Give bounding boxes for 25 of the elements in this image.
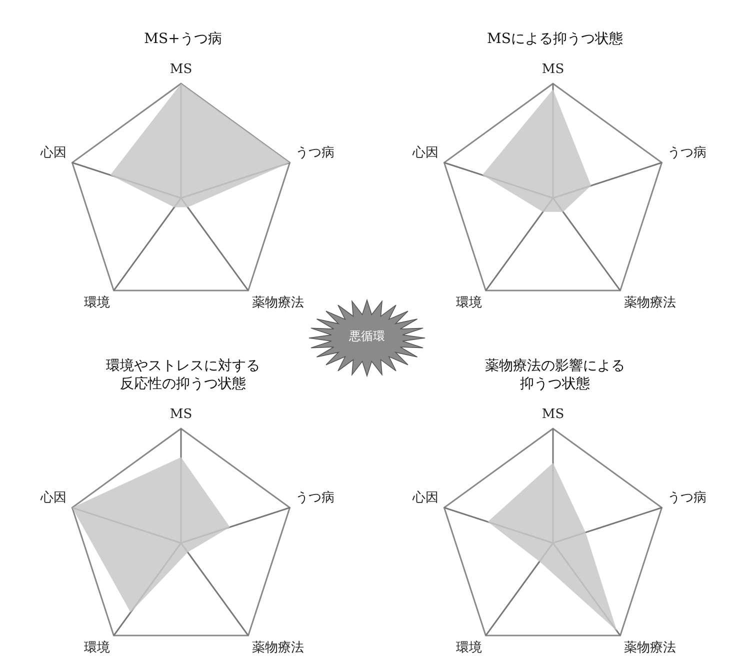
spoke-label: MS — [170, 407, 192, 422]
spoke-label: 薬物療法 — [624, 640, 676, 656]
spoke-label: 心因 — [411, 489, 438, 506]
spoke-label: MS — [170, 62, 192, 78]
spoke-label: 環境 — [456, 294, 482, 311]
spoke-label: 薬物療法 — [624, 296, 676, 311]
spoke-label: MS — [542, 407, 564, 422]
spoke-label: 心因 — [39, 489, 66, 506]
chart-title: 環境やストレスに対する反応性の抑うつ状態 — [105, 357, 261, 393]
spoke-label: 環境 — [456, 640, 482, 656]
chart-title: MS+うつ病 — [144, 30, 222, 48]
spoke-label: うつ病 — [296, 145, 335, 160]
spoke-label: 環境 — [84, 294, 110, 311]
spoke-label: 心因 — [39, 144, 66, 160]
spoke-label: MS — [542, 62, 564, 78]
spoke-label: うつ病 — [296, 490, 335, 506]
spoke-label: 薬物療法 — [252, 640, 304, 656]
spoke-label: 環境 — [84, 640, 110, 656]
spoke-label: 薬物療法 — [252, 296, 304, 311]
chart-title: MSによる抑うつ状態 — [487, 30, 623, 48]
spoke-label: 心因 — [411, 144, 438, 160]
chart-title: 薬物療法の影響による抑うつ状態 — [484, 357, 626, 393]
text: 悪循環 — [348, 328, 386, 345]
spoke-label: うつ病 — [668, 145, 707, 160]
spoke-label: うつ病 — [668, 490, 707, 506]
